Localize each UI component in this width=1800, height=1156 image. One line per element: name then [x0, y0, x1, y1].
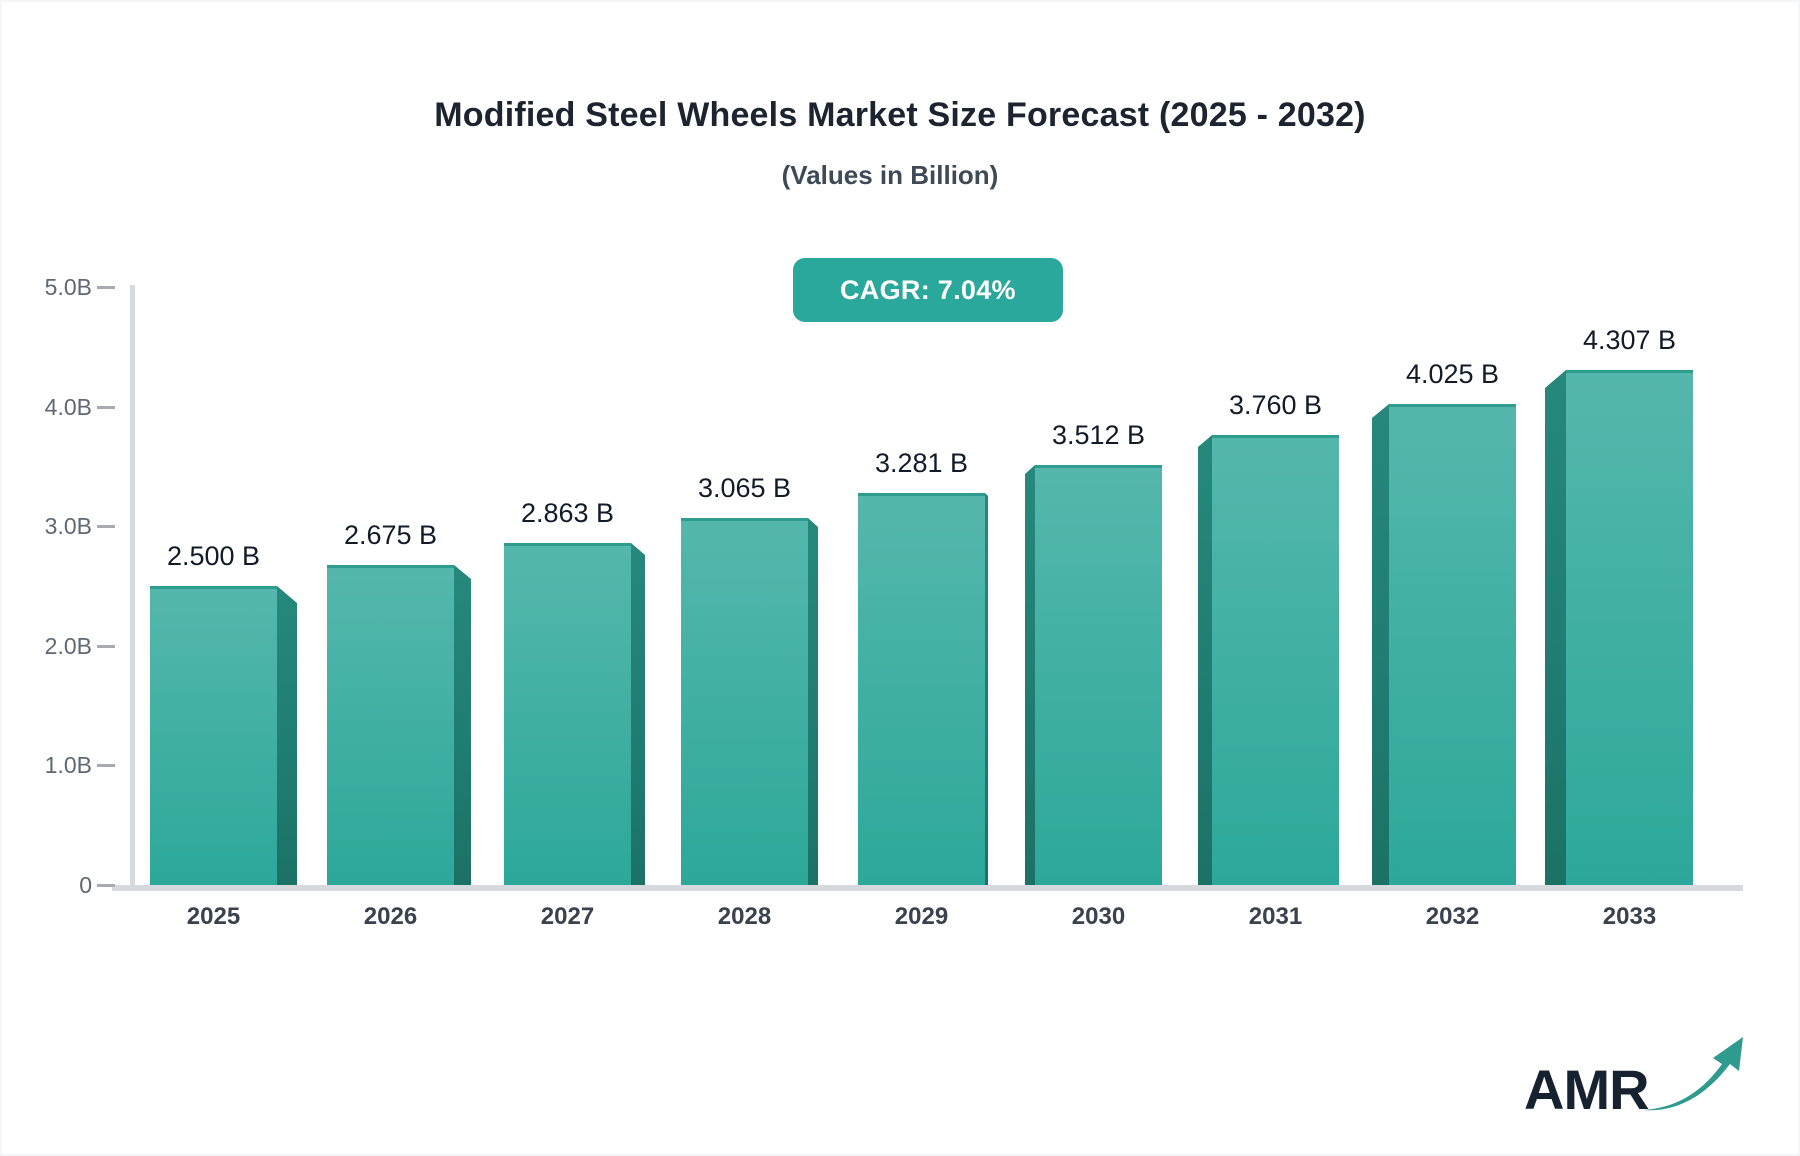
bar-front-face: [1566, 370, 1693, 885]
bar-side-face: [454, 565, 471, 885]
y-tick-label: 3.0B: [44, 513, 92, 539]
y-tick-label: 0: [79, 872, 92, 898]
bar-value-label: 4.025 B: [1405, 359, 1500, 389]
bar-front-face: [858, 493, 985, 885]
y-tick-mark: [97, 764, 115, 767]
bar-2028: [681, 518, 818, 885]
bar-side-face: [631, 543, 645, 885]
bar-front-face: [681, 518, 808, 885]
x-axis-label-2031: 2031: [1248, 903, 1303, 930]
y-tick-mark: [97, 525, 115, 528]
bar-front-face: [327, 565, 454, 885]
bar-front-face: [1035, 465, 1162, 885]
bar-value-label: 4.307 B: [1582, 325, 1677, 355]
bar-2026: [327, 565, 471, 885]
x-axis-label-2032: 2032: [1425, 903, 1480, 930]
bar-2027: [504, 543, 645, 885]
amr-logo: AMR: [1524, 1034, 1745, 1118]
y-tick-label: 1.0B: [44, 752, 92, 778]
bar-front-face: [504, 543, 631, 885]
y-tick-mark: [97, 286, 115, 289]
y-tick-mark: [97, 406, 115, 409]
bar-2032: [1372, 404, 1516, 885]
bar-value-label: 3.065 B: [697, 473, 792, 503]
bar-side-face: [1198, 435, 1212, 885]
x-axis-label-2033: 2033: [1602, 903, 1657, 930]
y-tick-label: 2.0B: [44, 633, 92, 659]
bar-2033: [1545, 370, 1693, 885]
bar-side-face: [277, 586, 297, 885]
bar-front-face: [1389, 404, 1516, 885]
y-tick-label: 5.0B: [44, 274, 92, 300]
bar-side-face: [808, 518, 818, 885]
x-axis-label-2030: 2030: [1071, 903, 1126, 930]
x-axis-label-2028: 2028: [717, 903, 772, 930]
bar-2031: [1198, 435, 1339, 885]
y-tick-mark: [97, 645, 115, 648]
bar-side-face: [1025, 465, 1035, 885]
bar-front-face: [1212, 435, 1339, 885]
chart-subtitle: (Values in Billion): [781, 160, 999, 190]
bar-value-label: 2.500 B: [166, 541, 261, 571]
bar-front-face: [150, 586, 277, 885]
bar-value-label: 2.675 B: [343, 520, 438, 550]
y-tick-label: 4.0B: [44, 394, 92, 420]
x-axis-baseline: [112, 885, 1743, 891]
growth-arrow-icon: [1642, 1037, 1743, 1111]
bar-value-label: 3.512 B: [1051, 420, 1146, 450]
bar-value-label: 3.760 B: [1228, 390, 1323, 420]
bar-2029: [858, 493, 988, 885]
bar-side-face: [1545, 370, 1566, 885]
chart-title: Modified Steel Wheels Market Size Foreca…: [434, 96, 1366, 134]
bar-2030: [1025, 465, 1162, 885]
bar-value-label: 3.281 B: [874, 448, 969, 478]
cagr-badge: CAGR: 7.04%: [793, 258, 1063, 322]
x-axis-label-2026: 2026: [363, 903, 418, 930]
y-tick-mark: [97, 884, 115, 887]
bar-2025: [150, 586, 297, 885]
logo-text: AMR: [1524, 1058, 1650, 1121]
x-axis-label-2025: 2025: [186, 903, 241, 930]
x-axis-label-2029: 2029: [894, 903, 949, 930]
x-axis-label-2027: 2027: [540, 903, 595, 930]
bar-side-face: [985, 493, 988, 885]
y-axis-line: [130, 285, 135, 891]
bar-side-face: [1372, 404, 1389, 885]
bar-value-label: 2.863 B: [520, 498, 615, 528]
